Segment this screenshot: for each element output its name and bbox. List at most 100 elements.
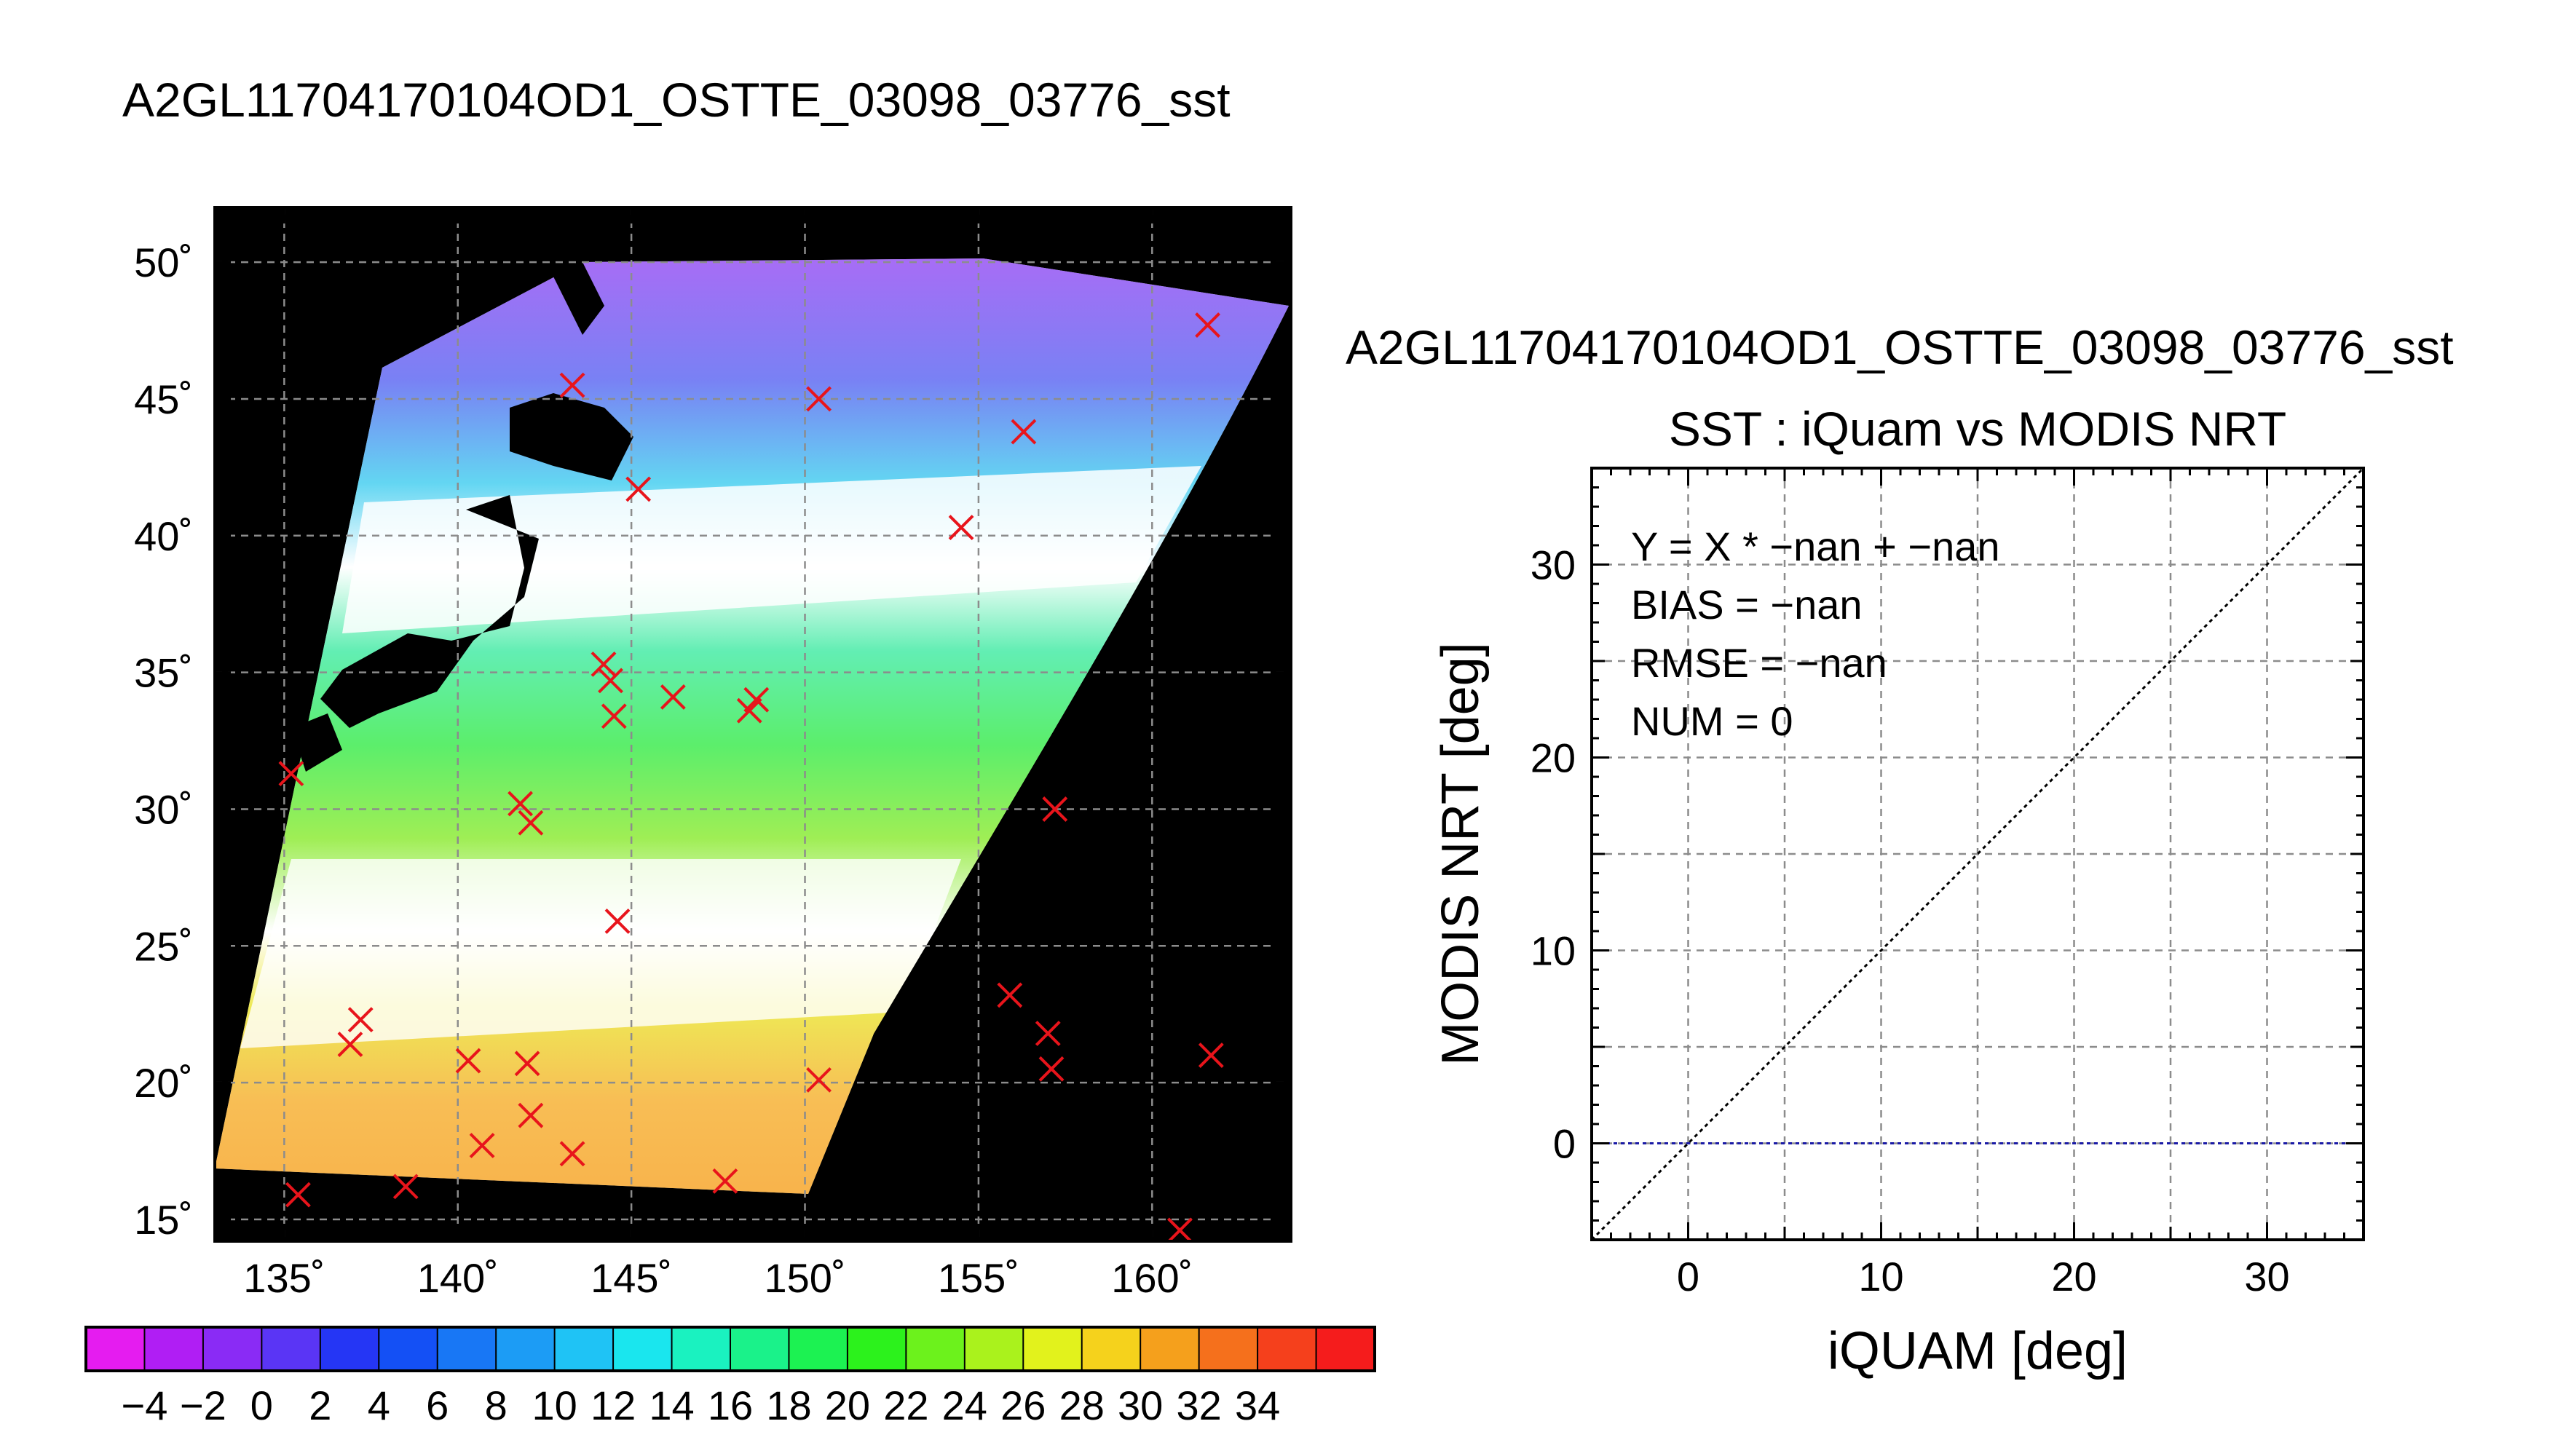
buoy-marker	[1011, 419, 1037, 445]
colorbar-label: 34	[1235, 1382, 1280, 1428]
scatter-xlabel: iQUAM [deg]	[1828, 1322, 2128, 1380]
buoy-marker	[601, 703, 627, 729]
colorbar-label: 2	[309, 1382, 331, 1428]
buoy-marker-stroke	[469, 1133, 495, 1158]
buoy-marker-stroke	[1042, 796, 1068, 822]
buoy-marker-stroke	[604, 909, 631, 934]
buoy-marker-stroke	[518, 1102, 544, 1128]
scatter-xtick-label: 30	[2244, 1254, 2289, 1299]
map-xtick-label: 150˚	[764, 1255, 845, 1301]
colorbar	[86, 1327, 1375, 1371]
buoy-marker-stroke	[997, 982, 1023, 1008]
buoy-marker	[806, 386, 832, 412]
colorbar-label: 10	[532, 1382, 577, 1428]
buoy-marker	[392, 1174, 419, 1200]
buoy-marker	[743, 687, 770, 713]
colorbar-segment	[613, 1327, 673, 1371]
scatter-axis-ticks: 0 10 20 30 0 10 20 30	[1531, 467, 2365, 1299]
japan-landmass	[291, 211, 633, 772]
colorbar-label: −2	[180, 1382, 226, 1428]
colorbar-segment	[906, 1327, 965, 1371]
buoy-marker	[508, 791, 533, 817]
bias-value: BIAS = −nan	[1631, 582, 1863, 628]
buoy-marker-stroke	[712, 1168, 738, 1194]
colorbar-segment	[496, 1327, 556, 1371]
buoy-marker	[1042, 796, 1068, 822]
buoy-marker	[337, 1032, 363, 1057]
colorbar-segment	[437, 1327, 497, 1371]
buoy-marker	[514, 1051, 540, 1077]
buoy-marker	[518, 1102, 544, 1128]
scatter-plot: 0 10 20 30 0 10 20 30 Y = X * −nan + −nan BIAS …	[1531, 467, 2365, 1299]
buoy-marker-stroke	[518, 810, 544, 836]
buoy-marker	[559, 372, 585, 398]
cloud-gap	[342, 466, 1201, 633]
map-frame	[213, 206, 1292, 1243]
buoy-marker-stroke	[806, 1067, 832, 1093]
buoy-marker-stroke	[660, 684, 686, 710]
buoy-marker	[455, 1048, 481, 1074]
buoy-marker-stroke	[1038, 1056, 1065, 1082]
scatter-grid	[1592, 468, 2364, 1240]
buoy-marker-stroke	[625, 476, 652, 502]
map-xtick-label: 135˚	[243, 1255, 325, 1301]
colorbar-segment	[789, 1327, 848, 1371]
colorbar-label: 20	[825, 1382, 870, 1428]
map-axis-ticks: 135˚ 140˚ 145˚ 150˚ 155˚ 160˚ 15˚ 20˚ 25˚ 30˚ 35˚ 4…	[134, 207, 1291, 1301]
colorbar-segment	[144, 1327, 204, 1371]
scatter-subtitle: SST : iQuam vs MODIS NRT	[1669, 402, 2286, 456]
colorbar-label: 22	[883, 1382, 928, 1428]
colorbar-label: 24	[942, 1382, 987, 1428]
scatter-ylabel: MODIS NRT [deg]	[1431, 642, 1490, 1066]
map-ytick-label: 45˚	[134, 376, 193, 422]
buoy-markers	[278, 312, 1224, 1241]
map-ytick-label: 15˚	[134, 1197, 193, 1243]
colorbar-label: 32	[1176, 1382, 1221, 1428]
scatter-ytick-label: 0	[1553, 1121, 1576, 1167]
map-ytick-label: 30˚	[134, 786, 193, 832]
map-ytick-label: 25˚	[134, 923, 193, 969]
buoy-marker	[518, 810, 544, 836]
stats-annotations: Y = X * −nan + −nan BIAS = −nan RMSE = −…	[1631, 523, 2000, 744]
colorbar-frame	[84, 1326, 1376, 1372]
map-ytick-label: 35˚	[134, 650, 193, 696]
buoy-marker	[591, 651, 617, 677]
buoy-marker-stroke	[591, 651, 617, 677]
map-xtick-label: 145˚	[591, 1255, 672, 1301]
colorbar-label: −4	[122, 1382, 168, 1428]
scatter-ytick-label: 10	[1531, 928, 1576, 974]
buoy-marker	[285, 1182, 311, 1208]
scatter-ytick-label: 20	[1531, 735, 1576, 781]
colorbar-segment	[202, 1327, 262, 1371]
buoy-marker-stroke	[743, 687, 770, 713]
colorbar-label: 16	[708, 1382, 753, 1428]
buoy-marker	[1038, 1056, 1065, 1082]
buoy-marker-stroke	[514, 1051, 540, 1077]
buoy-marker-stroke	[337, 1032, 363, 1057]
scatter-title: A2GL11704170104OD1_OSTTE_03098_03776_sst	[1346, 320, 2454, 374]
colorbar-segment	[964, 1327, 1024, 1371]
colorbar-segment	[1081, 1327, 1141, 1371]
colorbar-labels: −4 −2 0 2 4 6 8 10 12 14 16 18 20 22 24 26 28 30 32 34	[122, 1382, 1281, 1428]
colorbar-label: 14	[649, 1382, 694, 1428]
colorbar-segment	[671, 1327, 731, 1371]
map-grid	[215, 207, 1291, 1241]
buoy-marker-stroke	[392, 1174, 419, 1200]
colorbar-label: 12	[591, 1382, 636, 1428]
buoy-marker	[997, 982, 1023, 1008]
buoy-marker	[806, 1067, 832, 1093]
colorbar-segment	[1198, 1327, 1258, 1371]
scatter-xtick-label: 10	[1858, 1254, 1903, 1299]
map-ytick-label: 40˚	[134, 513, 193, 559]
buoy-marker-stroke	[736, 697, 762, 724]
buoy-marker-stroke	[1035, 1021, 1061, 1046]
colorbar-label: 0	[250, 1382, 273, 1428]
buoy-marker-stroke	[508, 791, 533, 817]
buoy-marker-stroke	[1198, 1042, 1224, 1068]
no-data-region	[801, 306, 1291, 1241]
map-xtick-label: 155˚	[938, 1255, 1019, 1301]
buoy-marker-stroke	[806, 386, 832, 412]
buoy-marker	[469, 1133, 495, 1158]
buoy-marker-stroke	[598, 668, 623, 694]
